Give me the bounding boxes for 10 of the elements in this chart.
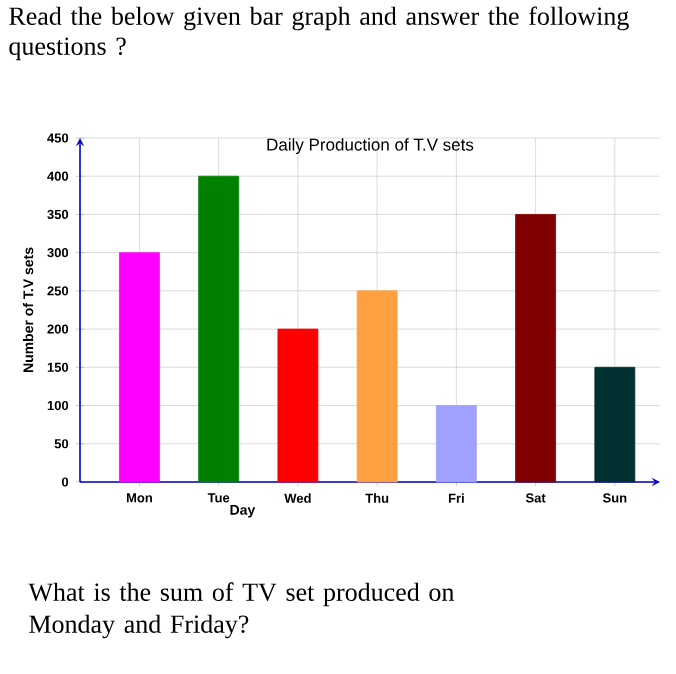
bar [594,366,636,483]
bar [435,405,477,483]
bar [356,290,398,483]
chart-title: Daily Production of T.V sets [267,138,474,155]
text: What is the sum of TV set produced on Monday and Friday? [28,582,455,639]
bar [119,252,160,483]
bar [198,175,240,483]
bar [515,214,556,483]
text: Read the below given bar graph and answer the following questions ? [9,6,629,61]
bar [277,328,319,483]
